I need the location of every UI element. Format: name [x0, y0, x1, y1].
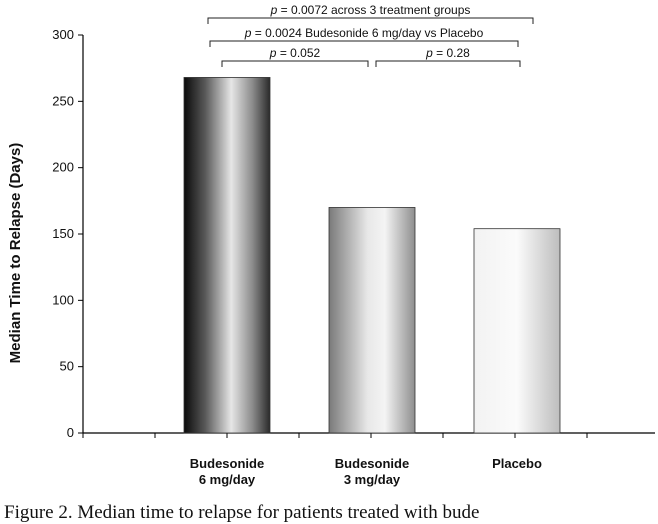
significance-label: p = 0.0024 Budesonide 6 mg/day vs Placeb…	[244, 26, 484, 40]
y-tick-label: 250	[52, 93, 74, 108]
y-axis-label: Median Time to Relapse (Days)	[7, 143, 24, 364]
significance-bracket	[375, 60, 521, 67]
significance-bracket	[221, 60, 369, 67]
significance-bracket	[207, 17, 534, 24]
bar	[473, 228, 561, 434]
x-category-label: Budesonide	[335, 456, 409, 471]
x-category-label: 6 mg/day	[199, 472, 256, 487]
figure-caption: Figure 2. Median time to relapse for pat…	[4, 502, 479, 523]
significance-label: p = 0.28	[425, 46, 470, 60]
significance-label: p = 0.052	[269, 46, 321, 60]
bar	[183, 77, 271, 434]
y-tick-label: 150	[52, 226, 74, 241]
bar	[328, 207, 416, 434]
x-category-label: Placebo	[492, 456, 542, 471]
x-category-label: 3 mg/day	[344, 472, 401, 487]
y-tick-label: 0	[67, 425, 74, 440]
y-tick-label: 200	[52, 160, 74, 175]
y-tick-label: 100	[52, 292, 74, 307]
significance-label: p = 0.0072 across 3 treatment groups	[270, 3, 471, 17]
y-tick-label: 50	[60, 359, 74, 374]
significance-bracket	[209, 40, 519, 47]
y-tick-label: 300	[52, 27, 74, 42]
x-category-label: Budesonide	[190, 456, 264, 471]
